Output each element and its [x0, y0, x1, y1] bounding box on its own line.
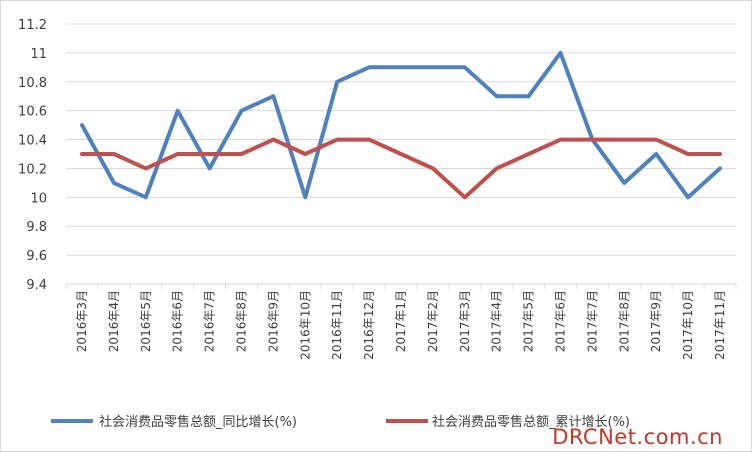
x-tick-label-19: 2017年10月	[681, 290, 695, 360]
legend-label-0: 社会消费品零售总额_同比增长(%)	[99, 414, 297, 430]
y-tick-label-3: 10	[30, 191, 47, 206]
y-tick-label-9: 11.2	[18, 18, 47, 33]
x-tick-label-16: 2017年7月	[585, 290, 599, 352]
x-tick-label-18: 2017年9月	[649, 290, 663, 352]
x-tick-label-2: 2016年5月	[139, 290, 153, 352]
series-line-0	[80, 50, 722, 200]
x-tick-label-14: 2017年5月	[522, 290, 536, 352]
x-tick-label-1: 2016年4月	[107, 290, 121, 352]
y-tick-label-6: 10.6	[18, 105, 47, 120]
watermark: DRCNet.com.cn	[552, 425, 723, 449]
y-tick-label-4: 10.2	[18, 162, 47, 177]
x-tick-label-5: 2016年8月	[234, 290, 248, 352]
x-tick-label-10: 2017年1月	[394, 290, 408, 352]
x-tick-label-4: 2016年7月	[203, 290, 217, 352]
x-tick-label-8: 2016年11月	[330, 290, 344, 360]
y-tick-label-2: 9.8	[26, 220, 47, 235]
x-tick-label-13: 2017年4月	[490, 290, 504, 352]
series-line-1	[80, 137, 722, 200]
x-tick-label-7: 2016年10月	[298, 290, 312, 360]
y-tick-label-5: 10.4	[18, 134, 47, 149]
x-tick-label-17: 2017年8月	[617, 290, 631, 352]
y-tick-label-1: 9.6	[26, 249, 47, 264]
x-tick-label-0: 2016年3月	[75, 290, 89, 352]
x-tick-label-20: 2017年11月	[713, 290, 727, 360]
x-tick-label-9: 2016年12月	[362, 290, 376, 360]
x-tick-label-6: 2016年9月	[266, 290, 280, 352]
x-tick-label-12: 2017年3月	[458, 290, 472, 352]
legend-label-1: 社会消费品零售总额_累计增长(%)	[432, 414, 630, 430]
x-tick-label-3: 2016年6月	[171, 290, 185, 352]
x-tick-label-11: 2017年2月	[426, 290, 440, 352]
y-tick-label-8: 11	[30, 47, 47, 62]
y-tick-label-0: 9.4	[26, 278, 47, 293]
y-tick-label-7: 10.8	[18, 76, 47, 91]
x-tick-label-15: 2017年6月	[554, 290, 568, 352]
